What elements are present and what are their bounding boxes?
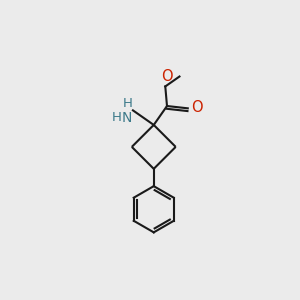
Text: O: O [160, 69, 172, 84]
Text: O: O [191, 100, 203, 116]
Text: N: N [122, 111, 132, 124]
Text: H: H [122, 97, 132, 110]
Text: H: H [112, 111, 122, 124]
